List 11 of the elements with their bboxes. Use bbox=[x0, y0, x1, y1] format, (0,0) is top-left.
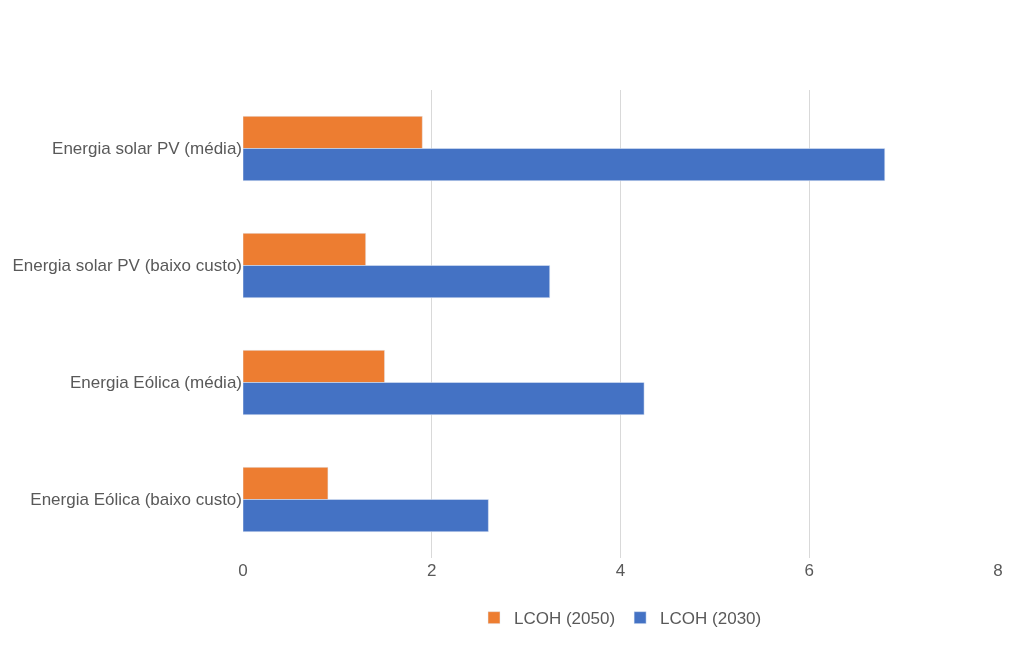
x-tick-label: 2 bbox=[427, 561, 437, 580]
legend-label: LCOH (2050) bbox=[514, 609, 616, 629]
y-tick-label: Energia solar PV (baixo custo) bbox=[12, 256, 242, 276]
x-tick-label: 0 bbox=[238, 561, 248, 580]
x-tick-label: 8 bbox=[993, 561, 1003, 580]
y-tick-label: Energia solar PV (média) bbox=[52, 139, 242, 159]
x-tick-label: 4 bbox=[615, 561, 626, 580]
y-tick-label: Energia Eólica (baixo custo) bbox=[30, 490, 242, 510]
legend-label: LCOH (2030) bbox=[660, 609, 762, 629]
y-tick-label: Energia Eólica (média) bbox=[70, 373, 242, 393]
x-tick-label: 6 bbox=[804, 561, 814, 580]
